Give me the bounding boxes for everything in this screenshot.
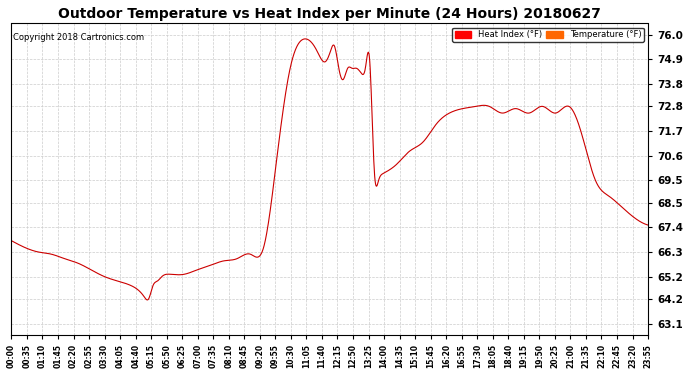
- Legend: Heat Index (°F), Temperature (°F): Heat Index (°F), Temperature (°F): [452, 28, 644, 42]
- Text: Copyright 2018 Cartronics.com: Copyright 2018 Cartronics.com: [12, 33, 144, 42]
- Title: Outdoor Temperature vs Heat Index per Minute (24 Hours) 20180627: Outdoor Temperature vs Heat Index per Mi…: [58, 7, 601, 21]
